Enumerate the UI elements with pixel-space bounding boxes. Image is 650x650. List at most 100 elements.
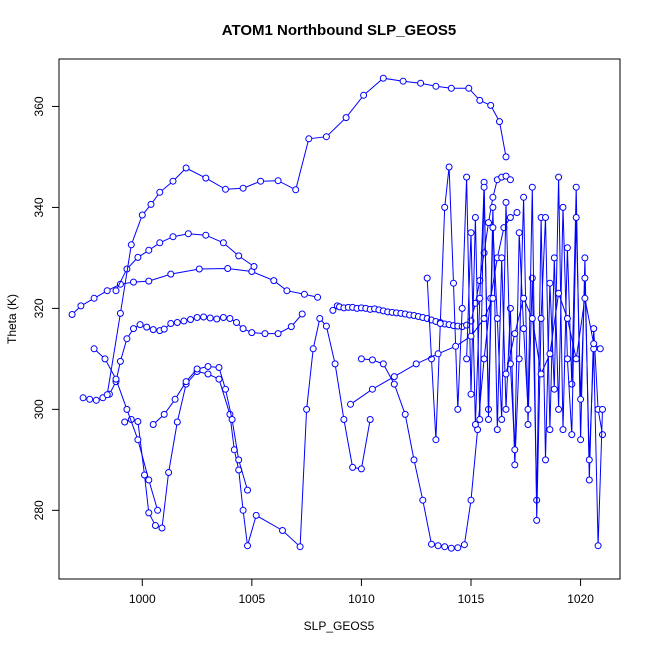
series-line bbox=[466, 187, 603, 546]
data-point bbox=[454, 405, 462, 413]
data-point bbox=[493, 315, 501, 322]
data-point bbox=[316, 315, 324, 322]
data-point bbox=[116, 357, 124, 365]
data-point bbox=[215, 375, 223, 383]
data-point bbox=[454, 544, 462, 552]
data-point bbox=[233, 319, 240, 326]
series-9 bbox=[463, 183, 606, 550]
data-point bbox=[92, 396, 100, 404]
data-point bbox=[412, 360, 420, 368]
data-point bbox=[193, 314, 201, 321]
data-point bbox=[489, 294, 497, 302]
data-layer bbox=[68, 74, 606, 552]
data-point bbox=[496, 118, 503, 126]
data-point bbox=[145, 246, 153, 254]
series-0 bbox=[329, 172, 514, 331]
data-point bbox=[524, 405, 532, 413]
data-point bbox=[599, 405, 606, 413]
data-point bbox=[169, 177, 177, 185]
data-point bbox=[165, 469, 173, 476]
data-point bbox=[366, 416, 374, 423]
data-point bbox=[498, 254, 506, 262]
data-point bbox=[450, 279, 457, 287]
data-point bbox=[257, 177, 265, 185]
data-point bbox=[239, 184, 247, 192]
data-point bbox=[143, 323, 151, 331]
data-point bbox=[506, 176, 514, 184]
data-point bbox=[298, 310, 306, 318]
data-point bbox=[90, 345, 98, 353]
data-point bbox=[160, 325, 168, 333]
data-point bbox=[550, 254, 558, 262]
data-point bbox=[180, 317, 188, 325]
y-tick-label: 300 bbox=[32, 399, 46, 419]
data-point bbox=[90, 294, 98, 302]
data-point bbox=[123, 405, 131, 413]
data-point bbox=[213, 315, 221, 323]
data-point bbox=[555, 289, 563, 297]
data-point bbox=[322, 322, 330, 330]
data-point bbox=[537, 315, 545, 322]
data-point bbox=[546, 279, 554, 287]
data-point bbox=[577, 395, 585, 403]
data-point bbox=[436, 320, 444, 327]
data-point bbox=[184, 230, 192, 238]
data-point bbox=[410, 456, 418, 464]
data-point bbox=[502, 172, 510, 180]
series-3 bbox=[112, 230, 258, 295]
data-point bbox=[515, 229, 523, 237]
data-point bbox=[577, 436, 585, 444]
data-point bbox=[202, 174, 210, 182]
data-point bbox=[502, 370, 510, 378]
data-point bbox=[506, 304, 514, 312]
data-point bbox=[204, 370, 212, 378]
data-point bbox=[502, 153, 510, 161]
data-point bbox=[193, 365, 201, 373]
data-point bbox=[480, 355, 488, 363]
data-point bbox=[215, 364, 223, 371]
series-8 bbox=[423, 163, 606, 504]
data-point bbox=[292, 186, 300, 194]
data-point bbox=[349, 463, 357, 471]
data-point bbox=[445, 163, 453, 171]
data-point bbox=[401, 410, 409, 418]
data-point bbox=[252, 511, 260, 519]
data-point bbox=[239, 325, 247, 333]
data-point bbox=[340, 416, 348, 423]
data-point bbox=[160, 410, 168, 418]
data-point bbox=[222, 385, 229, 393]
data-point bbox=[542, 456, 549, 464]
x-tick-label: 1005 bbox=[238, 592, 265, 606]
data-point bbox=[460, 541, 468, 549]
x-tick-label: 1010 bbox=[348, 592, 375, 606]
data-point bbox=[202, 231, 210, 239]
x-tick-label: 1000 bbox=[129, 592, 156, 606]
data-point bbox=[513, 209, 521, 216]
data-point bbox=[590, 340, 598, 348]
data-point bbox=[563, 315, 571, 322]
data-point bbox=[261, 330, 269, 338]
data-point bbox=[581, 294, 589, 302]
chart-title: ATOM1 Northbound SLP_GEOS5 bbox=[222, 22, 456, 39]
data-point bbox=[498, 416, 506, 423]
data-point bbox=[136, 321, 144, 329]
data-point bbox=[528, 183, 536, 191]
data-point bbox=[182, 164, 190, 172]
data-point bbox=[585, 476, 593, 484]
data-point bbox=[149, 326, 157, 334]
y-axis: 280 300 320 340 360 bbox=[32, 96, 60, 520]
data-point bbox=[314, 293, 322, 301]
data-point bbox=[368, 356, 376, 364]
data-point bbox=[572, 183, 580, 191]
data-point bbox=[347, 400, 354, 408]
data-point bbox=[555, 173, 563, 181]
data-point bbox=[123, 335, 131, 343]
data-point bbox=[274, 330, 282, 338]
data-point bbox=[331, 360, 339, 368]
data-point bbox=[511, 330, 519, 338]
data-point bbox=[423, 274, 431, 282]
data-point bbox=[489, 193, 497, 201]
data-point bbox=[568, 431, 576, 439]
data-point bbox=[145, 277, 153, 285]
data-point bbox=[487, 101, 495, 109]
